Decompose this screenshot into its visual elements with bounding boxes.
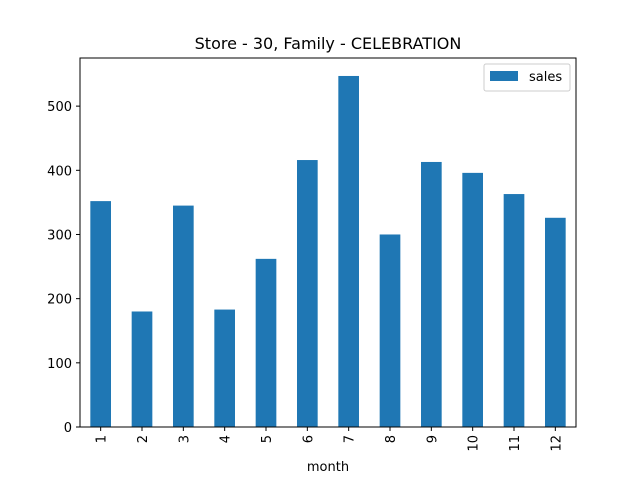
bar-month-12 [545,217,566,427]
x-tick-label: 7 [343,435,358,443]
y-tick-label: 500 [47,100,72,115]
y-tick-label: 100 [47,357,72,372]
bar-month-3 [173,205,194,427]
y-tick-label: 300 [47,228,72,243]
x-tick-label: 10 [467,435,482,452]
x-axis: 1 2 3 4 5 6 7 8 9 10 11 12 [95,427,564,452]
plot-area [90,75,566,428]
bar-month-1 [90,201,111,427]
x-axis-label: month [307,460,349,475]
legend: sales [483,63,571,92]
y-tick-label: 400 [47,164,72,179]
bar-month-9 [421,161,442,427]
bar-month-7 [338,75,359,427]
chart-title: Store - 30, Family - CELEBRATION [195,34,462,53]
bar-month-10 [462,172,483,427]
y-tick-label: 0 [64,421,72,436]
x-tick-label: 8 [384,435,399,443]
plot-frame [79,57,577,428]
y-tick-label: 200 [47,293,72,308]
bar-month-11 [503,194,525,427]
x-tick-label: 5 [260,435,275,443]
x-tick-label: 3 [177,435,192,443]
x-tick-label: 6 [301,435,316,443]
bar-month-6 [297,160,318,428]
bar-month-2 [131,311,153,427]
bar-month-4 [214,309,235,427]
x-tick-label: 11 [508,435,523,452]
x-tick-label: 9 [425,435,440,443]
y-axis: 0 100 200 300 400 500 [47,100,80,436]
bar-month-5 [255,258,277,427]
legend-frame [483,63,571,92]
legend-swatch [490,71,518,81]
bar-month-8 [379,234,401,427]
x-tick-label: 4 [219,435,234,443]
x-tick-label: 2 [136,435,151,443]
x-tick-label: 12 [549,435,564,452]
x-tick-label: 1 [95,435,110,443]
legend-label: sales [529,70,562,85]
